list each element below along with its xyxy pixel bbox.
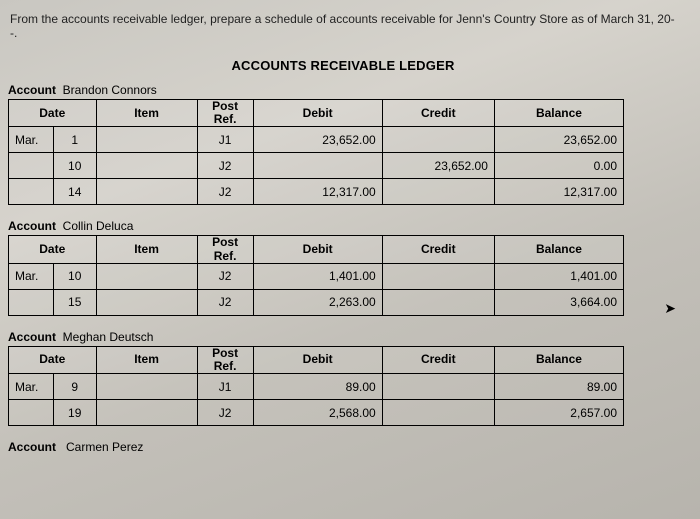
cell-day: 19 [53,400,96,426]
cell-debit [253,153,382,179]
cell-day: 1 [53,127,96,153]
cell-debit: 1,401.00 [253,263,382,289]
cell-day: 10 [53,153,96,179]
cell-credit [382,263,494,289]
account-line: Account Collin Deluca [8,219,680,233]
table-row: 19 J22,568.00 2,657.00 [9,400,624,426]
account-label: Account [8,83,56,97]
cell-ref: J2 [197,153,253,179]
cell-item [96,179,197,205]
cell-debit: 2,263.00 [253,289,382,315]
cell-ref: J2 [197,179,253,205]
cell-credit: 23,652.00 [382,153,494,179]
cell-day: 14 [53,179,96,205]
table-row: 14J212,317.0012,317.00 [9,179,624,205]
cell-credit [382,374,494,400]
cell-balance: 3,664.00 [494,289,623,315]
col-date: Date [9,236,97,263]
cell-item [96,400,197,426]
trailing-account-line: Account Carmen Perez [8,440,680,454]
cell-item [96,127,197,153]
cell-balance: 12,317.00 [494,179,623,205]
cell-month [9,153,54,179]
cell-balance: 89.00 [494,374,623,400]
account-name: Meghan Deutsch [63,330,154,344]
cell-balance: 0.00 [494,153,623,179]
cell-ref: J2 [197,289,253,315]
cell-month [9,400,54,426]
col-debit: Debit [253,100,382,127]
cell-month: Mar. [9,374,54,400]
cell-credit [382,179,494,205]
cell-day: 9 [53,374,96,400]
ledger-table: DateItemPostRef.DebitCreditBalance Mar.9 J… [8,346,624,426]
cell-item [96,289,197,315]
cell-day: 10 [53,263,96,289]
cell-ref: J2 [197,400,253,426]
cell-item [96,153,197,179]
col-item: Item [96,346,197,373]
col-credit: Credit [382,346,494,373]
cell-ref: J1 [197,374,253,400]
account-name: Brandon Connors [63,83,157,97]
col-date: Date [9,346,97,373]
cell-credit [382,400,494,426]
cell-balance: 2,657.00 [494,400,623,426]
cell-debit: 89.00 [253,374,382,400]
cell-ref: J2 [197,263,253,289]
cell-ref: J1 [197,127,253,153]
col-date: Date [9,100,97,127]
col-debit: Debit [253,346,382,373]
col-post-ref: PostRef. [197,236,253,263]
cell-credit [382,127,494,153]
ledger-table: DateItemPostRef.DebitCreditBalance Mar.10… [8,235,624,315]
cell-item [96,263,197,289]
cell-balance: 23,652.00 [494,127,623,153]
account-line: Account Meghan Deutsch [8,330,680,344]
col-item: Item [96,236,197,263]
col-credit: Credit [382,236,494,263]
col-balance: Balance [494,100,623,127]
ledger-table: DateItemPostRef.DebitCreditBalance Mar.1 J… [8,99,624,205]
account-label: Account [8,219,56,233]
table-row: 10 J2 23,652.000.00 [9,153,624,179]
col-post-ref: PostRef. [197,346,253,373]
col-debit: Debit [253,236,382,263]
mouse-cursor-icon: ➤ [664,300,676,317]
cell-debit: 2,568.00 [253,400,382,426]
col-post-ref: PostRef. [197,100,253,127]
account-label: Account [8,330,56,344]
table-row: Mar.10J21,401.001,401.00 [9,263,624,289]
cell-credit [382,289,494,315]
cell-item [96,374,197,400]
cell-debit: 12,317.00 [253,179,382,205]
cell-balance: 1,401.00 [494,263,623,289]
table-row: 15 J22,263.00 3,664.00 [9,289,624,315]
ledger-title: ACCOUNTS RECEIVABLE LEDGER [6,58,680,73]
cell-month: Mar. [9,263,54,289]
cell-month [9,179,54,205]
instruction-text: From the accounts receivable ledger, pre… [10,12,680,40]
table-row: Mar.1J123,652.0023,652.00 [9,127,624,153]
col-balance: Balance [494,346,623,373]
account-name: Collin Deluca [63,219,134,233]
cell-month: Mar. [9,127,54,153]
cell-debit: 23,652.00 [253,127,382,153]
col-item: Item [96,100,197,127]
account-label: Account [8,440,56,454]
table-row: Mar.9J189.0089.00 [9,374,624,400]
cell-day: 15 [53,289,96,315]
cell-month [9,289,54,315]
col-balance: Balance [494,236,623,263]
trailing-account-name: Carmen Perez [66,440,143,454]
col-credit: Credit [382,100,494,127]
account-line: Account Brandon Connors [8,83,680,97]
